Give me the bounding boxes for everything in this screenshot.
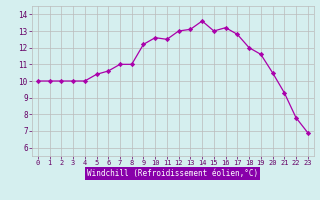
X-axis label: Windchill (Refroidissement éolien,°C): Windchill (Refroidissement éolien,°C)	[87, 169, 258, 178]
